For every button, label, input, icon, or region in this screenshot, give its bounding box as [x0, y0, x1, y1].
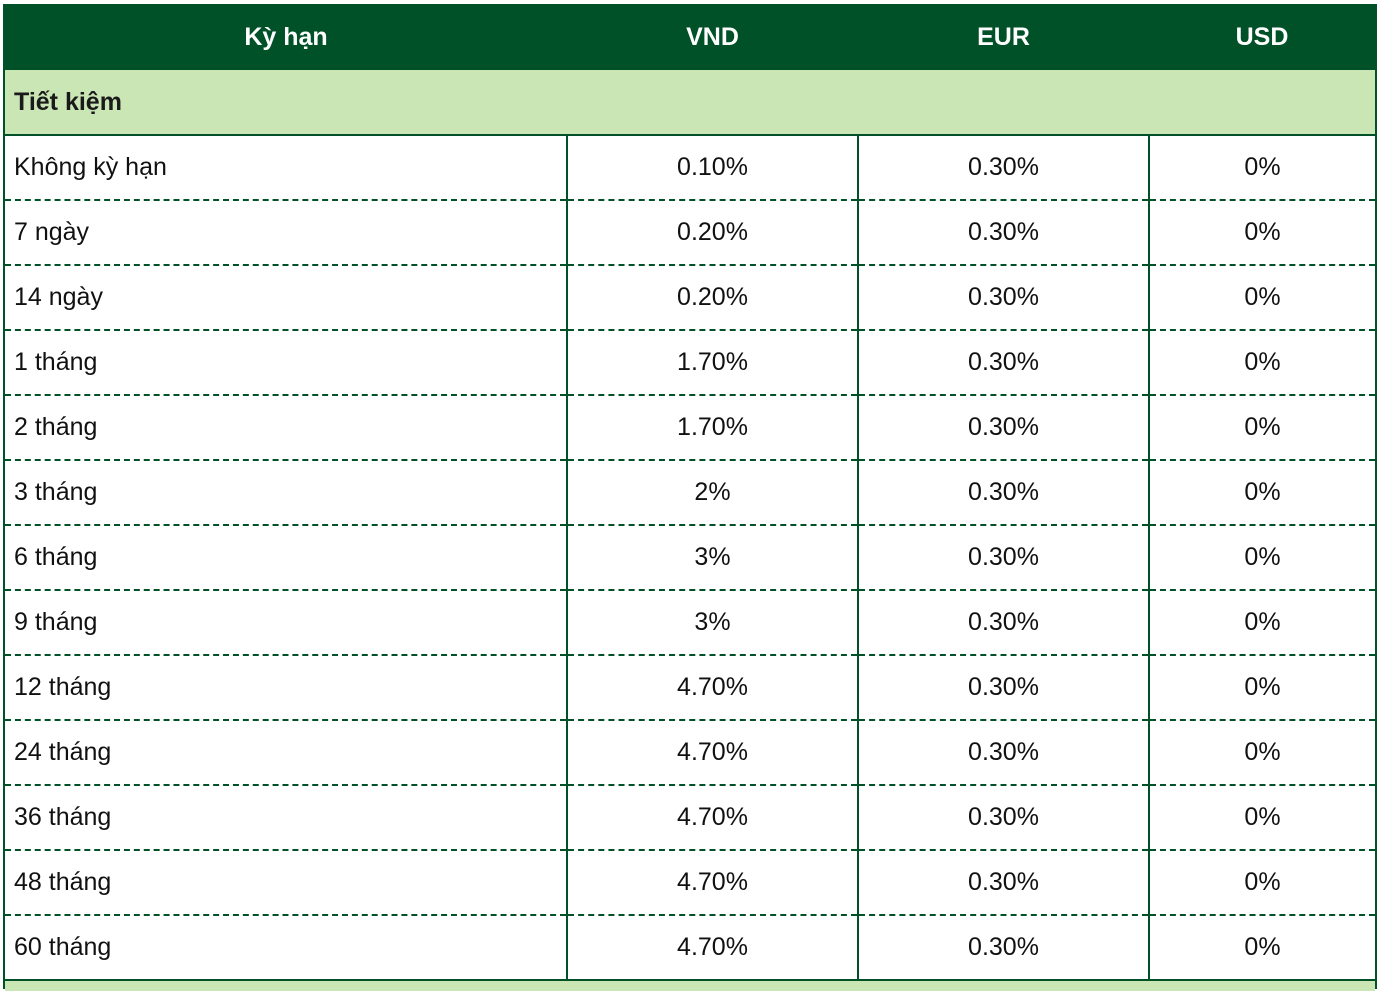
cell-usd: 0% [1148, 135, 1375, 201]
table-row: 2 tháng 1.70% 0.30% 0% [5, 395, 1375, 461]
header-vnd: VND [567, 4, 858, 70]
cell-eur: 0.30% [857, 460, 1149, 526]
cell-term: 48 tháng [5, 850, 567, 916]
cell-term: 6 tháng [5, 525, 567, 591]
cell-term: 3 tháng [5, 460, 567, 526]
cell-vnd: 0.20% [566, 200, 858, 266]
cell-usd: 0% [1148, 460, 1375, 526]
interest-rate-table: Kỳ hạn VND EUR USD Tiết kiệm Không kỳ hạ… [5, 4, 1375, 991]
cell-usd: 0% [1148, 785, 1375, 851]
table-row: 36 tháng 4.70% 0.30% 0% [5, 785, 1375, 851]
cell-eur: 0.30% [857, 850, 1149, 916]
cell-term: 14 ngày [5, 265, 567, 331]
table-row: 9 tháng 3% 0.30% 0% [5, 590, 1375, 656]
cell-vnd: 4.70% [566, 655, 858, 721]
table-row: 12 tháng 4.70% 0.30% 0% [5, 655, 1375, 721]
cell-term: 2 tháng [5, 395, 567, 461]
cell-vnd: 2% [566, 460, 858, 526]
cell-usd: 0% [1148, 850, 1375, 916]
cell-term: Không kỳ hạn [5, 135, 567, 201]
cell-term: 36 tháng [5, 785, 567, 851]
header-eur: EUR [858, 4, 1149, 70]
table-row: 48 tháng 4.70% 0.30% 0% [5, 850, 1375, 916]
cell-eur: 0.30% [857, 525, 1149, 591]
cell-usd: 0% [1148, 915, 1375, 981]
cell-vnd: 0.20% [566, 265, 858, 331]
cell-term: 12 tháng [5, 655, 567, 721]
table-row: 7 ngày 0.20% 0.30% 0% [5, 200, 1375, 266]
cell-eur: 0.30% [857, 720, 1149, 786]
header-term: Kỳ hạn [5, 4, 567, 70]
header-usd: USD [1149, 4, 1375, 70]
cell-vnd: 1.70% [566, 395, 858, 461]
cell-eur: 0.30% [857, 135, 1149, 201]
table-row: 6 tháng 3% 0.30% 0% [5, 525, 1375, 591]
cell-usd: 0% [1148, 330, 1375, 396]
cell-term: 1 tháng [5, 330, 567, 396]
cell-eur: 0.30% [857, 395, 1149, 461]
cell-term: 60 tháng [5, 915, 567, 981]
cell-usd: 0% [1148, 395, 1375, 461]
cell-term: 24 tháng [5, 720, 567, 786]
table-footer-band [5, 980, 1375, 991]
interest-rate-table-container: Kỳ hạn VND EUR USD Tiết kiệm Không kỳ hạ… [3, 4, 1377, 991]
table-row: 3 tháng 2% 0.30% 0% [5, 460, 1375, 526]
table-row: 60 tháng 4.70% 0.30% 0% [5, 915, 1375, 981]
cell-term: 9 tháng [5, 590, 567, 656]
cell-usd: 0% [1148, 590, 1375, 656]
cell-eur: 0.30% [857, 655, 1149, 721]
cell-vnd: 3% [566, 525, 858, 591]
cell-usd: 0% [1148, 525, 1375, 591]
cell-vnd: 0.10% [566, 135, 858, 201]
cell-usd: 0% [1148, 200, 1375, 266]
cell-vnd: 3% [566, 590, 858, 656]
table-row: Không kỳ hạn 0.10% 0.30% 0% [5, 135, 1375, 201]
cell-eur: 0.30% [857, 330, 1149, 396]
table-row: 1 tháng 1.70% 0.30% 0% [5, 330, 1375, 396]
cell-eur: 0.30% [857, 265, 1149, 331]
cell-vnd: 4.70% [566, 785, 858, 851]
cell-usd: 0% [1148, 720, 1375, 786]
table-header-row: Kỳ hạn VND EUR USD [5, 4, 1375, 70]
cell-vnd: 4.70% [566, 850, 858, 916]
cell-eur: 0.30% [857, 590, 1149, 656]
cell-eur: 0.30% [857, 915, 1149, 981]
table-row: 14 ngày 0.20% 0.30% 0% [5, 265, 1375, 331]
cell-usd: 0% [1148, 265, 1375, 331]
section-title: Tiết kiệm [5, 70, 1375, 136]
footer-cell [5, 980, 1375, 991]
table-body: Tiết kiệm Không kỳ hạn 0.10% 0.30% 0% 7 ngày… [5, 70, 1375, 991]
cell-term: 7 ngày [5, 200, 567, 266]
cell-usd: 0% [1148, 655, 1375, 721]
cell-vnd: 1.70% [566, 330, 858, 396]
cell-vnd: 4.70% [566, 915, 858, 981]
cell-eur: 0.30% [857, 785, 1149, 851]
cell-eur: 0.30% [857, 200, 1149, 266]
cell-vnd: 4.70% [566, 720, 858, 786]
table-row: 24 tháng 4.70% 0.30% 0% [5, 720, 1375, 786]
section-row-savings: Tiết kiệm [5, 70, 1375, 136]
